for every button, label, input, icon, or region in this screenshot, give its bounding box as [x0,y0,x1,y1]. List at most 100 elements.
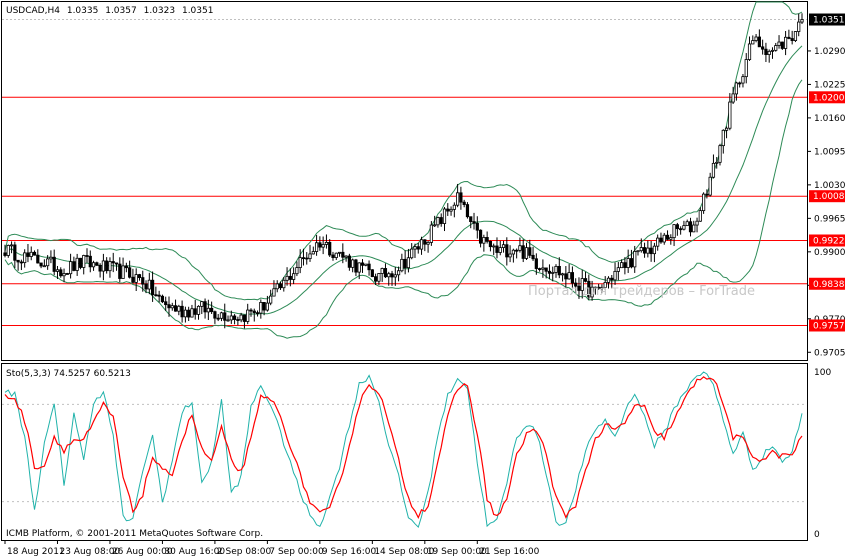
time-tick-label: 7 Sep 00:00 [269,547,324,557]
candle [374,273,378,285]
candle [787,29,791,40]
candle [72,256,76,272]
stochastic-pane-frame [1,363,808,541]
candle [446,203,450,216]
candle [534,253,538,275]
candle [111,252,115,273]
candle [13,241,17,269]
candle [528,239,532,258]
candle [731,86,735,105]
candle [328,239,332,257]
candle [656,234,660,251]
candle [314,234,319,256]
candle [482,234,486,252]
price-tick-label: 1.0030 [814,181,845,191]
watermark: Портал для трейдеров – ForTrade [528,284,755,299]
current-price-tag: 1.0351 [809,13,845,26]
time-tick-label: 14 Sep 08:00 [374,547,434,557]
candle [436,216,440,228]
candle [124,262,128,273]
candle [449,206,453,216]
candle [613,262,617,285]
line-price-tag: 1.0008 [809,190,845,203]
candle [488,240,493,252]
candle [518,237,522,253]
price-tick-label: 1.0290 [814,47,845,57]
candle [246,303,250,325]
candle [456,183,460,208]
candle [793,31,798,43]
candle [36,249,40,264]
candle [557,257,561,279]
candle [472,212,476,230]
candle [114,262,119,271]
main-pane[interactable]: Портал для трейдеров – ForTrade USDCAD,H… [1,1,808,361]
candle [764,42,768,62]
candle [242,314,247,329]
candle [236,316,240,326]
candle [200,301,204,315]
candle [659,232,663,244]
candle [59,267,63,278]
candle [738,81,742,88]
candle [134,268,138,291]
price-tick-label: 0.9900 [814,248,845,258]
candle [475,216,479,239]
candle [88,250,92,273]
candle [751,35,755,45]
candle [639,238,643,253]
candle [187,306,191,322]
candle [498,240,502,256]
candle [23,249,27,268]
candle [334,252,338,261]
candlesticks [3,13,804,329]
candle [344,255,348,262]
candle [160,294,165,304]
candle [587,274,591,301]
candle [321,236,325,255]
candle [597,283,601,290]
candle [626,249,630,273]
line-price-tag: 0.9838 [809,277,845,290]
candle [511,248,515,263]
main-pane-frame [1,1,808,361]
candle [623,257,627,275]
candle [505,237,509,266]
candle [301,248,306,266]
candle [403,250,407,275]
high-value: 1.0357 [105,6,137,16]
candle [642,242,647,258]
candle [318,236,322,251]
candle [95,261,99,266]
candle [452,202,456,218]
candle [600,284,604,294]
stochastic-pane[interactable]: Sto(5,3,3) 74.5257 60.5213 ICMB Platform… [1,363,808,541]
candle [469,216,473,229]
candle [105,257,109,274]
candle [515,248,519,259]
candle [19,259,23,271]
candle [797,13,801,37]
candle [367,260,371,276]
candle [62,268,66,283]
candle [757,29,761,48]
candle [262,302,266,316]
candle [55,265,60,279]
candle [711,154,716,179]
candle [682,220,686,231]
candle [49,250,53,264]
price-tick-label: 0.9705 [814,348,845,358]
svg-text:0.9838: 0.9838 [813,280,845,290]
candle [46,255,50,270]
candle [183,306,187,323]
candle [3,244,7,258]
candle [91,260,96,271]
candle [82,254,86,275]
time-tick-label: 2 Sep 08:00 [217,547,272,557]
candle [65,272,69,275]
candle [42,259,46,268]
candle [636,250,640,256]
candle [718,143,722,166]
candle [75,253,79,276]
